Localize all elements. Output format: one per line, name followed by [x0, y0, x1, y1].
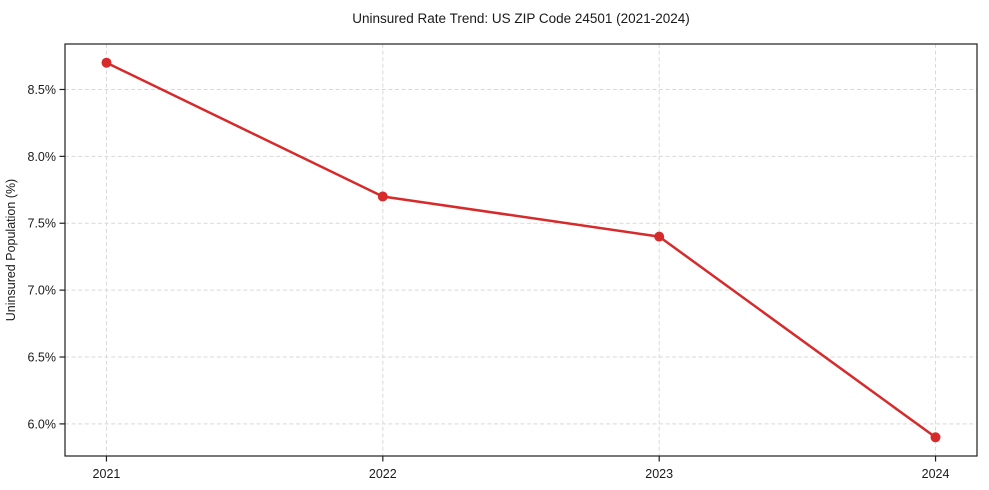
plot-border	[64, 43, 978, 457]
x-tick-label: 2024	[922, 467, 950, 481]
y-tick-label: 8.0%	[28, 150, 57, 164]
plot-area: 6.0% 6.5% 7.0% 7.5% 8.0% 8.5% 2021 2022 2023 2024	[28, 43, 978, 481]
x-tick-label: 2023	[645, 467, 673, 481]
trend-line	[105, 61, 937, 439]
y-axis-label: Uninsured Population (%)	[4, 179, 18, 321]
x-tick-label: 2021	[93, 467, 121, 481]
y-tick-label: 8.5%	[28, 83, 57, 97]
data-point-2022	[377, 191, 388, 202]
x-tick-label: 2022	[369, 467, 397, 481]
chart-title: Uninsured Rate Trend: US ZIP Code 24501 …	[352, 11, 689, 26]
data-point-2024	[930, 432, 941, 443]
y-tick-label: 6.0%	[28, 417, 57, 431]
data-point-2023	[654, 231, 665, 242]
y-tick-label: 7.0%	[28, 284, 57, 298]
y-tick-label: 7.5%	[28, 217, 57, 231]
y-tick-label: 6.5%	[28, 351, 57, 365]
data-point-2021	[101, 57, 112, 68]
